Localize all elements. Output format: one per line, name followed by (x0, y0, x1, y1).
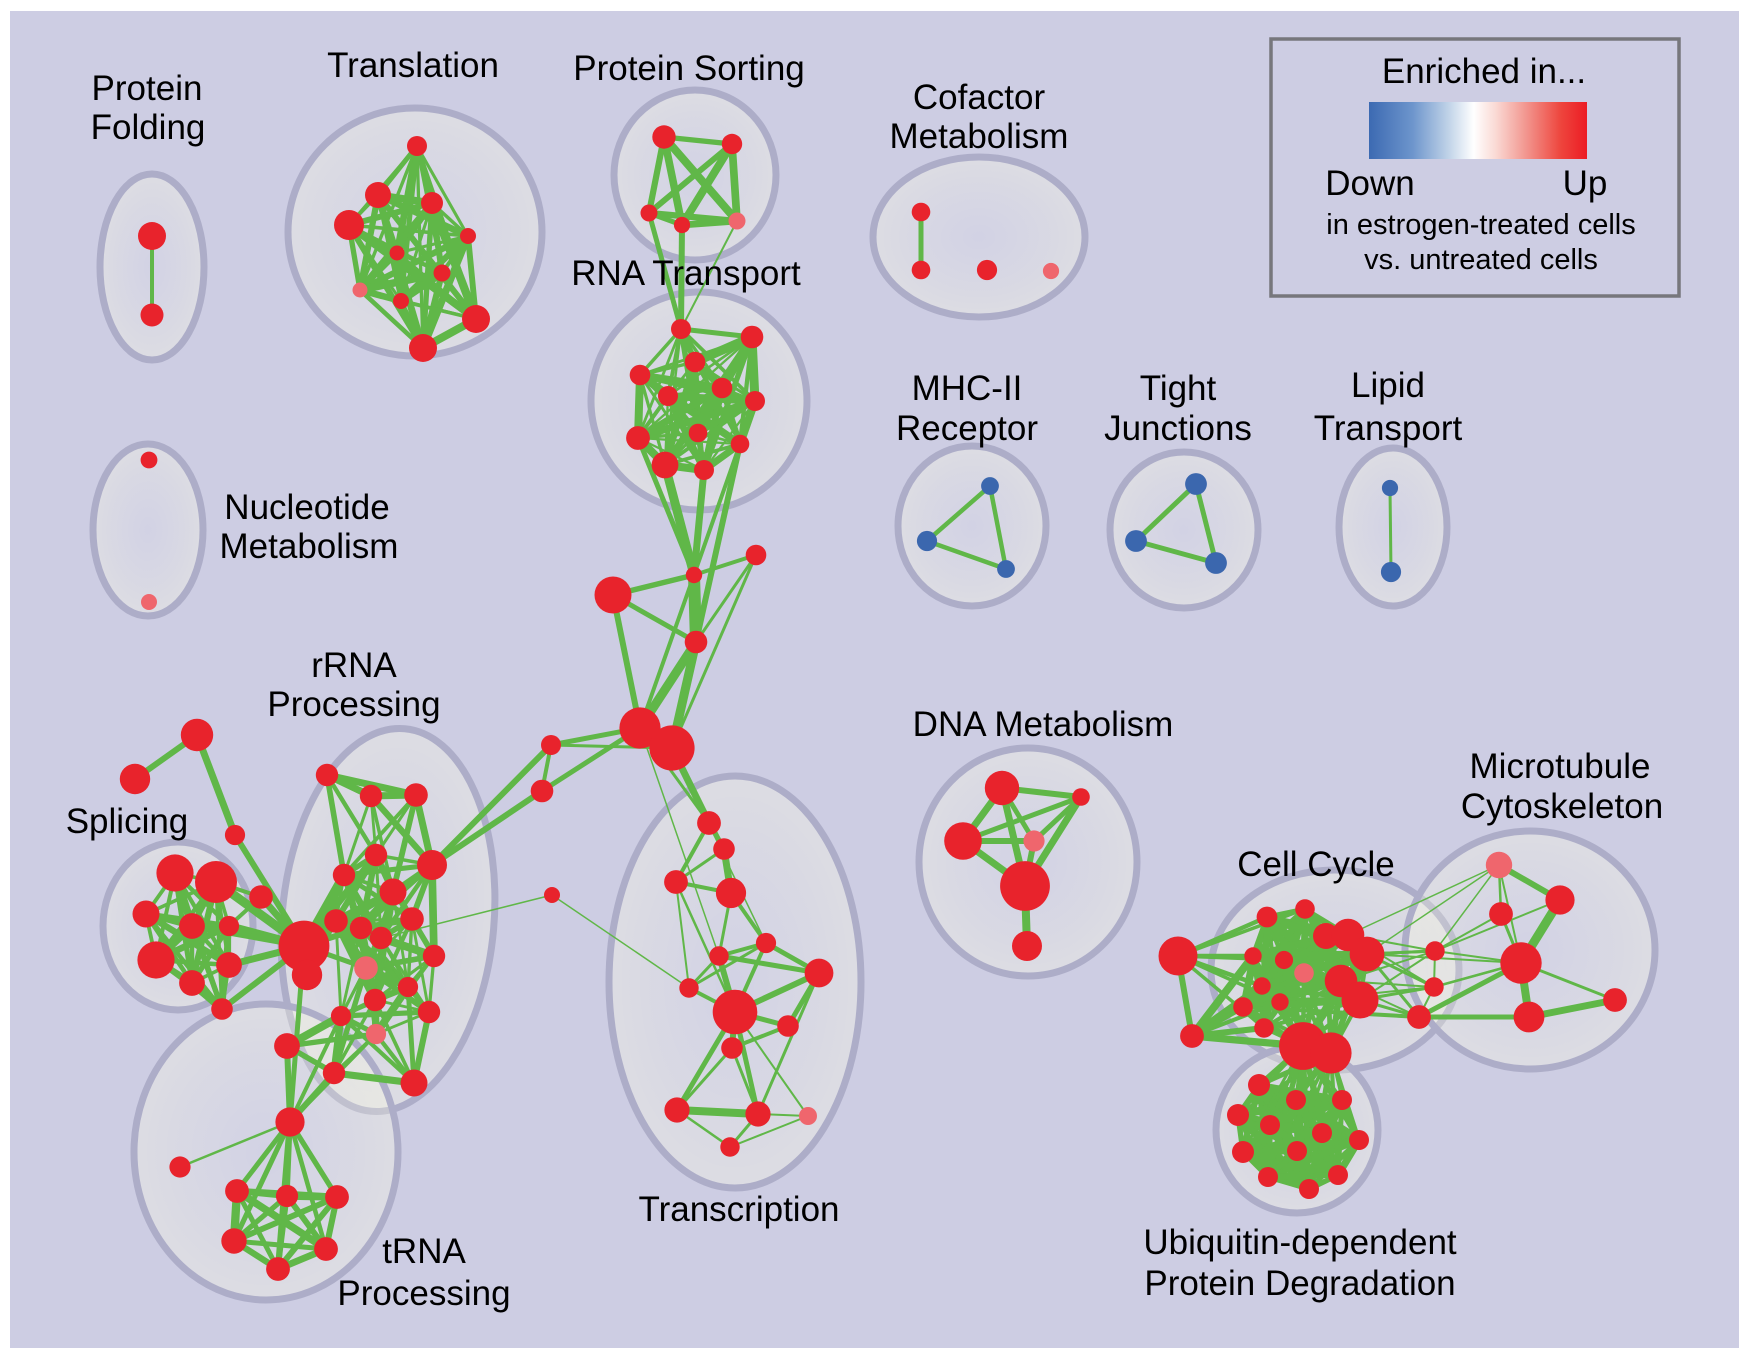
svg-text:vs. untreated cells: vs. untreated cells (1364, 244, 1598, 276)
svg-text:RNA Transport: RNA Transport (571, 254, 801, 293)
svg-text:Cell Cycle: Cell Cycle (1237, 845, 1395, 884)
svg-text:rRNA: rRNA (311, 646, 397, 685)
svg-text:Processing: Processing (337, 1274, 510, 1313)
svg-text:Metabolism: Metabolism (220, 527, 399, 566)
svg-text:Translation: Translation (327, 46, 499, 85)
svg-text:Microtubule: Microtubule (1470, 747, 1651, 786)
svg-text:DNA Metabolism: DNA Metabolism (913, 705, 1174, 744)
svg-text:in estrogen-treated cells: in estrogen-treated cells (1326, 209, 1636, 241)
svg-text:Ubiquitin-dependent: Ubiquitin-dependent (1143, 1223, 1457, 1262)
svg-text:Receptor: Receptor (896, 409, 1038, 448)
svg-text:MHC-II: MHC-II (912, 369, 1023, 408)
svg-text:Transport: Transport (1314, 409, 1463, 448)
svg-text:Splicing: Splicing (66, 802, 189, 841)
svg-text:tRNA: tRNA (382, 1232, 466, 1271)
svg-text:Protein Degradation: Protein Degradation (1144, 1264, 1455, 1303)
svg-text:Enriched in...: Enriched in... (1382, 52, 1586, 91)
svg-text:Processing: Processing (267, 685, 440, 724)
svg-text:Folding: Folding (91, 108, 206, 147)
svg-text:Junctions: Junctions (1104, 409, 1252, 448)
svg-text:Up: Up (1563, 164, 1608, 203)
svg-text:Protein: Protein (92, 69, 203, 108)
svg-text:Lipid: Lipid (1351, 366, 1425, 405)
svg-text:Protein Sorting: Protein Sorting (573, 49, 805, 88)
svg-text:Metabolism: Metabolism (890, 117, 1069, 156)
svg-text:Transcription: Transcription (639, 1190, 840, 1229)
svg-text:Tight: Tight (1140, 369, 1217, 408)
svg-text:Cytoskeleton: Cytoskeleton (1461, 787, 1663, 826)
svg-text:Cofactor: Cofactor (913, 78, 1046, 117)
svg-text:Nucleotide: Nucleotide (224, 488, 389, 527)
svg-text:Down: Down (1325, 164, 1414, 203)
